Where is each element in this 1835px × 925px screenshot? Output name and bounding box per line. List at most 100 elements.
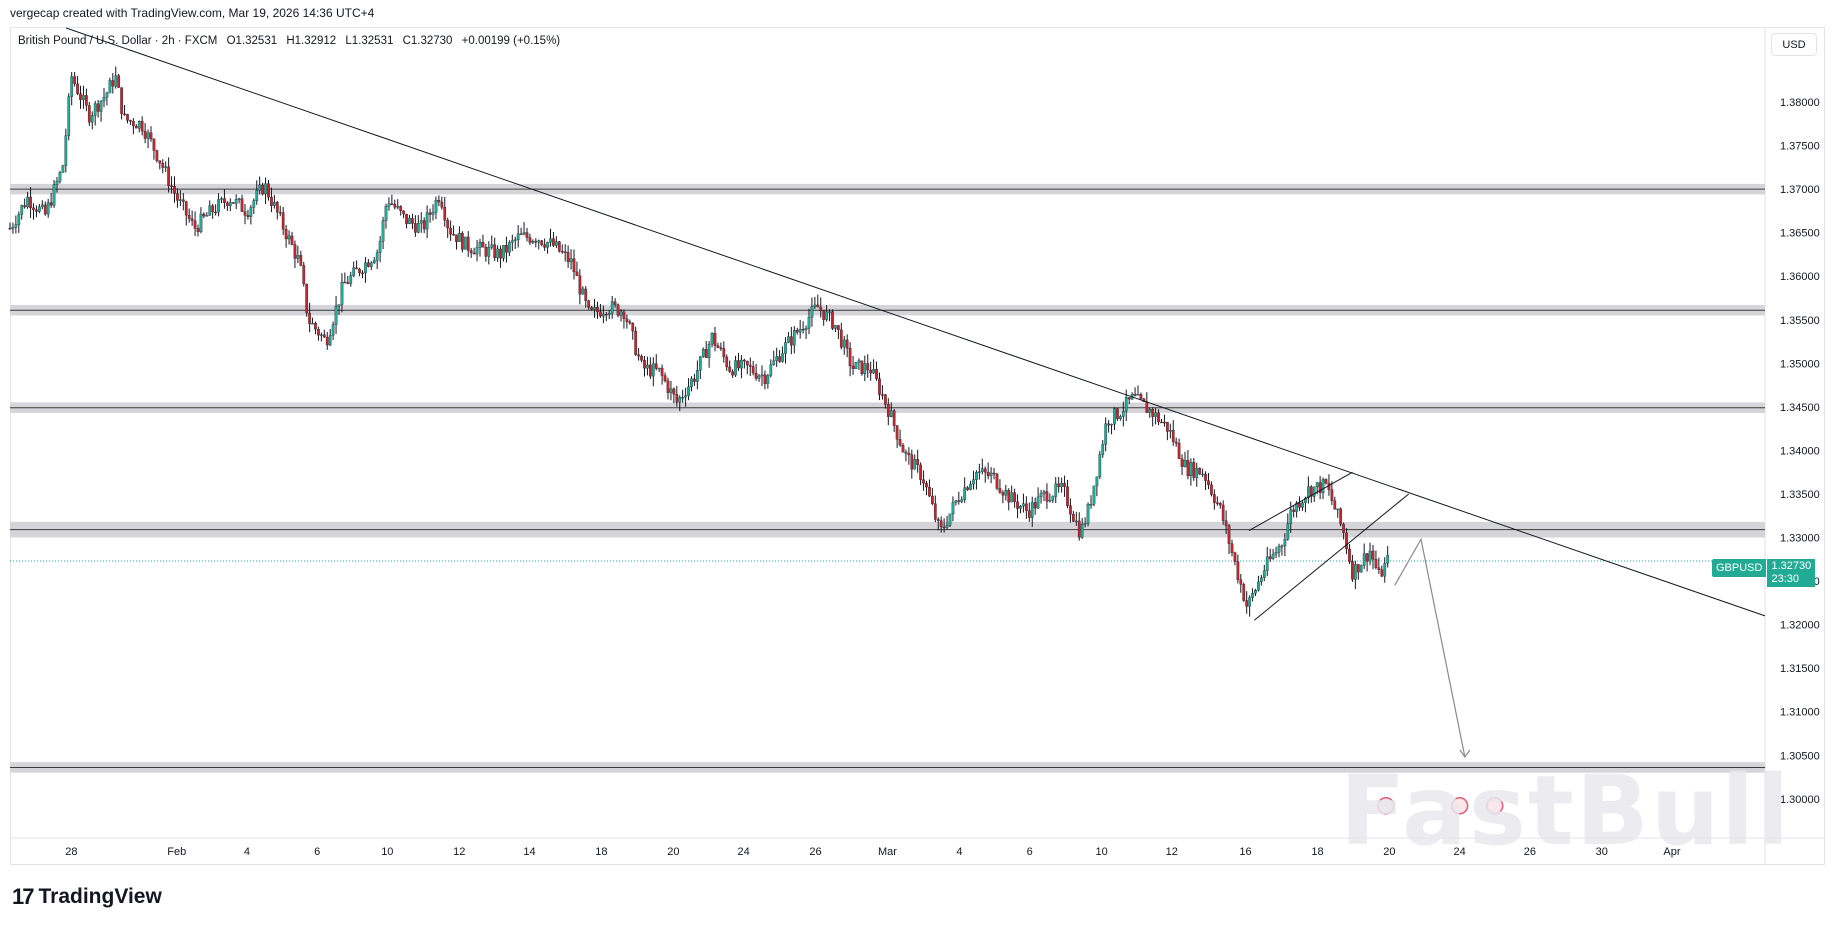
y-tick-label: 1.34500 bbox=[1780, 402, 1820, 414]
candle-body bbox=[264, 183, 267, 195]
low-value: L1.32531 bbox=[345, 35, 394, 47]
candle-body bbox=[1092, 485, 1096, 505]
candle-body bbox=[217, 199, 220, 213]
candle-body bbox=[1342, 523, 1345, 533]
candle-body bbox=[299, 255, 303, 266]
candle-body bbox=[751, 366, 755, 374]
candle-body bbox=[123, 113, 126, 115]
candle-body bbox=[713, 333, 717, 346]
candle-body bbox=[616, 304, 620, 316]
candle-body bbox=[784, 342, 787, 354]
y-tick-label: 1.36000 bbox=[1780, 271, 1820, 283]
candle-body bbox=[405, 213, 408, 224]
candle-body bbox=[719, 347, 723, 349]
candle-body bbox=[496, 248, 499, 259]
candle-body bbox=[393, 203, 397, 208]
candle-body bbox=[687, 386, 690, 396]
y-tick-label: 1.38000 bbox=[1780, 97, 1820, 109]
candle-body bbox=[243, 211, 247, 216]
candle-body bbox=[792, 330, 796, 346]
candle-body bbox=[220, 198, 223, 200]
candle-body bbox=[643, 360, 646, 369]
candle-body bbox=[972, 479, 975, 485]
candle-body bbox=[452, 234, 455, 236]
candle-body bbox=[954, 500, 958, 503]
candle-body bbox=[508, 242, 511, 253]
candle-body bbox=[369, 262, 373, 267]
tradingview-logo-text: TradingView bbox=[38, 885, 162, 908]
candle-body bbox=[349, 275, 353, 284]
candle-body bbox=[1324, 479, 1328, 484]
candle-body bbox=[743, 359, 746, 362]
candle-body bbox=[960, 499, 964, 502]
candle-body bbox=[1292, 509, 1296, 512]
candle-body bbox=[1254, 589, 1257, 594]
candle-body bbox=[493, 244, 497, 259]
candle-body bbox=[1280, 545, 1284, 548]
candle-body bbox=[49, 202, 53, 206]
event-marker-3 bbox=[1485, 797, 1504, 815]
candle-body bbox=[117, 75, 121, 88]
candle-body bbox=[1330, 489, 1334, 501]
candle-body bbox=[839, 329, 843, 348]
x-tick-label: Feb bbox=[167, 846, 186, 858]
tradingview-logo[interactable]: 17 TradingView bbox=[12, 884, 162, 910]
candle-body bbox=[340, 281, 344, 305]
candle-body bbox=[604, 313, 608, 316]
candle-body bbox=[161, 162, 165, 168]
candle-body bbox=[878, 378, 881, 395]
candle-body bbox=[631, 322, 635, 332]
instrument-label: British Pound / U.S. Dollar · 2h · FXCM bbox=[18, 35, 218, 47]
candle-body bbox=[1136, 394, 1140, 396]
candle-body bbox=[469, 250, 473, 254]
candle-body bbox=[513, 239, 517, 241]
candle-body bbox=[343, 281, 347, 284]
candle-body bbox=[654, 363, 658, 369]
candle-body bbox=[660, 367, 664, 376]
x-tick-label: 10 bbox=[1095, 846, 1107, 858]
candle-body bbox=[73, 76, 76, 84]
candle-body bbox=[1101, 444, 1105, 455]
candle-body bbox=[70, 76, 74, 97]
candle-body bbox=[231, 202, 235, 204]
y-tick-label: 1.34000 bbox=[1780, 445, 1820, 457]
candle-body bbox=[1215, 502, 1219, 504]
candle-body bbox=[1133, 394, 1137, 396]
candle-body bbox=[358, 268, 361, 274]
projection-path bbox=[1394, 537, 1466, 758]
candle-body bbox=[346, 282, 350, 284]
candle-body bbox=[132, 121, 135, 127]
candle-body bbox=[666, 380, 670, 393]
candle-body bbox=[446, 220, 450, 229]
candle-body bbox=[983, 468, 987, 473]
candle-body bbox=[657, 367, 661, 370]
candle-body bbox=[1318, 482, 1322, 493]
candle-body bbox=[1365, 553, 1369, 562]
candle-body bbox=[167, 166, 170, 186]
candle-body bbox=[963, 487, 967, 500]
candle-body bbox=[1171, 430, 1175, 443]
candle-body bbox=[766, 375, 770, 384]
candle-body bbox=[578, 275, 582, 295]
candle-body bbox=[919, 464, 922, 480]
candle-body bbox=[599, 311, 602, 317]
candle-body bbox=[889, 410, 893, 417]
candle-body bbox=[484, 247, 488, 257]
candle-body bbox=[487, 247, 491, 257]
candle-body bbox=[845, 339, 849, 349]
candle-body bbox=[126, 114, 129, 121]
currency-button[interactable]: USD bbox=[1771, 33, 1817, 56]
candle-body bbox=[669, 388, 673, 393]
candle-body bbox=[948, 513, 952, 526]
candle-body bbox=[566, 252, 570, 263]
x-tick-label: 24 bbox=[1454, 846, 1466, 858]
candle-body bbox=[1154, 412, 1157, 417]
candle-body bbox=[308, 312, 311, 324]
candle-body bbox=[134, 125, 138, 129]
candle-body bbox=[851, 365, 855, 369]
candle-body bbox=[1174, 441, 1178, 444]
candle-body bbox=[975, 472, 978, 480]
candle-body bbox=[261, 184, 264, 195]
candle-body bbox=[602, 313, 605, 317]
